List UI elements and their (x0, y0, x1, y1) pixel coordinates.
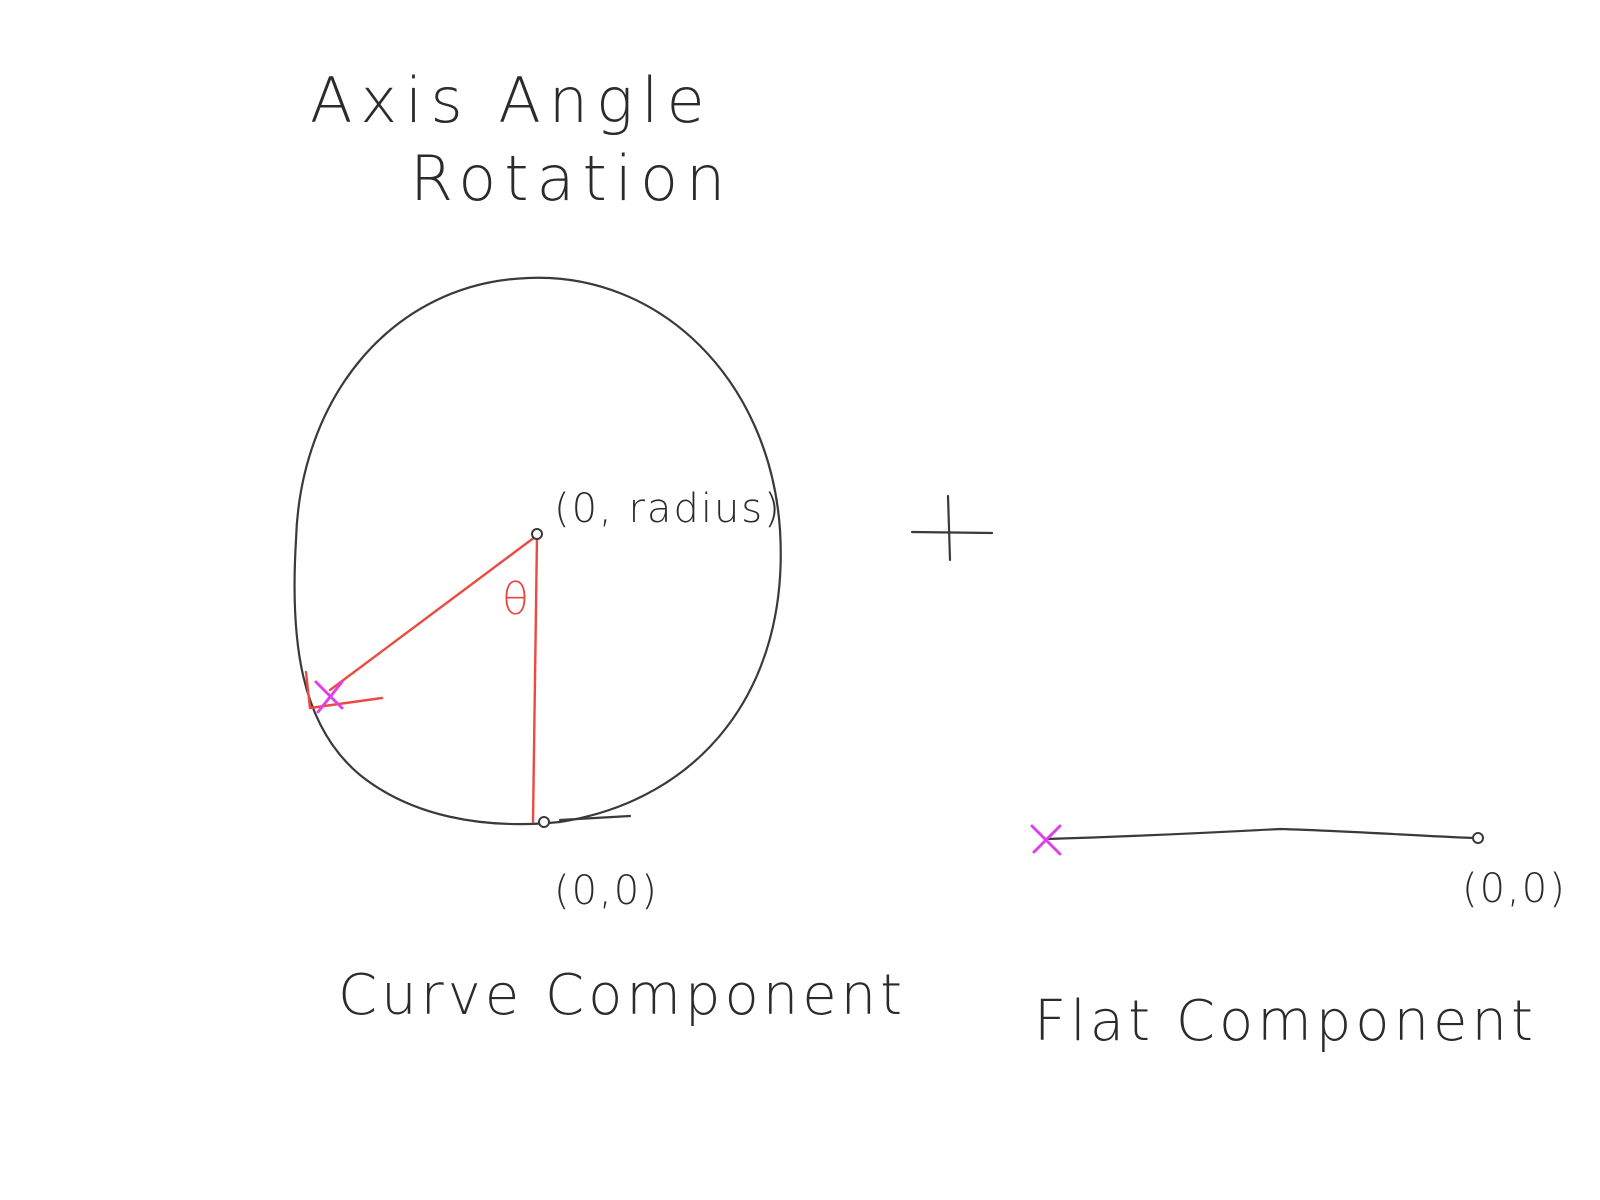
flat-origin-label: (0,0) (1462, 866, 1567, 912)
title-line-2: Rotation (410, 142, 733, 215)
flat-component-caption: Flat Component (1034, 989, 1537, 1054)
rotated-radius-line (328, 535, 537, 692)
flat-origin-point (1472, 832, 1484, 844)
curve-origin-label: (0,0) (554, 868, 659, 914)
rotated-point-marker (314, 680, 344, 714)
top-point (531, 528, 543, 540)
vertical-radius-line (531, 534, 539, 824)
curve-component-caption: Curve Component (338, 963, 906, 1028)
flat-marker (1030, 824, 1062, 856)
title-line-1: Axis Angle (310, 64, 713, 137)
plus-operator (910, 494, 994, 562)
flat-line (1044, 827, 1476, 841)
theta-angle-label: θ (502, 574, 529, 625)
circle-overstroke (558, 814, 632, 822)
origin-point (538, 816, 550, 828)
top-point-label: (0, radius) (554, 486, 782, 532)
rotation-circle (293, 276, 782, 826)
rotation-arrowhead (304, 670, 384, 710)
